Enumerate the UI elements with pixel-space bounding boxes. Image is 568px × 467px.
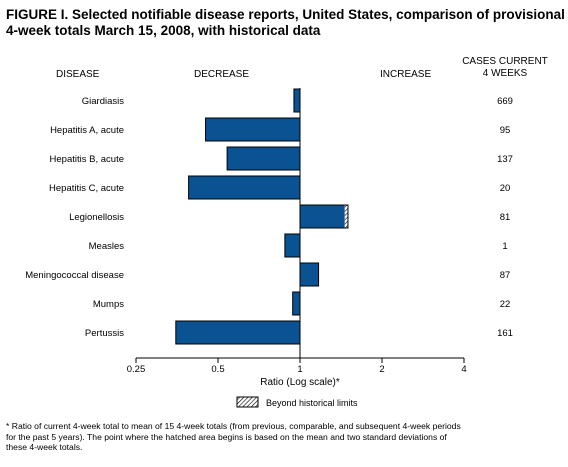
bar-hepatitis-a-acute xyxy=(205,118,300,141)
case-count: 669 xyxy=(497,96,513,107)
category-label: Giardiasis xyxy=(82,96,124,107)
bar-giardiasis xyxy=(293,89,300,112)
cases-header-line-2: 4 WEEKS xyxy=(483,68,528,79)
category-label: Legionellosis xyxy=(69,212,124,223)
footnote-line-1: * Ratio of current 4-week total to mean … xyxy=(6,421,461,431)
x-axis-label: Ratio (Log scale)* xyxy=(260,377,340,388)
category-label: Hepatitis C, acute xyxy=(49,183,124,194)
figure-title-line-2: 4-week totals March 15, 2008, with histo… xyxy=(6,23,321,38)
x-tick-label: 2 xyxy=(379,364,384,375)
case-count: 20 xyxy=(500,183,511,194)
footnote-line-2: for the past 5 years). The point where t… xyxy=(6,431,447,442)
figure-title-line-1: FIGURE I. Selected notifiable disease re… xyxy=(6,7,565,22)
category-label: Measles xyxy=(89,241,125,252)
x-tick-label: 1 xyxy=(297,364,302,375)
bar-measles xyxy=(284,234,300,257)
case-count: 81 xyxy=(500,212,511,223)
case-count: 87 xyxy=(500,270,511,281)
case-count: 1 xyxy=(502,241,507,252)
case-count: 161 xyxy=(497,328,513,339)
bar-hepatitis-c-acute xyxy=(188,176,300,199)
x-tick-label: 4 xyxy=(461,364,466,375)
bar-mumps xyxy=(292,292,300,315)
x-tick-label: 0.5 xyxy=(211,364,224,375)
case-count: 22 xyxy=(500,299,511,310)
legend-hatch-swatch xyxy=(236,396,259,408)
category-label: Mumps xyxy=(93,299,124,310)
category-label: Hepatitis A, acute xyxy=(50,125,124,136)
bar-legionellosis-hatched xyxy=(344,205,348,228)
decrease-header: DECREASE xyxy=(194,69,249,80)
figure-title: FIGURE I. Selected notifiable disease re… xyxy=(6,7,565,39)
x-tick-label: 0.25 xyxy=(127,364,146,375)
bar-meningococcal-disease xyxy=(300,263,319,286)
case-count: 137 xyxy=(497,154,513,165)
disease-column-header: DISEASE xyxy=(56,69,100,80)
footnote: * Ratio of current 4-week total to mean … xyxy=(6,421,564,453)
cases-header-line-1: CASES CURRENT xyxy=(462,56,548,67)
bar-pertussis xyxy=(175,321,300,344)
bar-legionellosis xyxy=(300,205,345,228)
category-label: Hepatitis B, acute xyxy=(50,154,124,165)
increase-header: INCREASE xyxy=(380,69,431,80)
chart-rows: Giardiasis 669 Hepatitis A, acute 95 Hepatit… xyxy=(25,88,513,345)
case-count: 95 xyxy=(500,125,511,136)
legend-label: Beyond historical limits xyxy=(266,398,358,408)
category-label: Meningococcal disease xyxy=(25,270,124,281)
bar-hepatitis-b-acute xyxy=(227,147,300,170)
footnote-line-3: these 4-week totals. xyxy=(6,442,83,452)
x-axis-ticks: 0.25 0.5 1 2 4 xyxy=(127,358,467,375)
category-label: Pertussis xyxy=(85,328,124,339)
